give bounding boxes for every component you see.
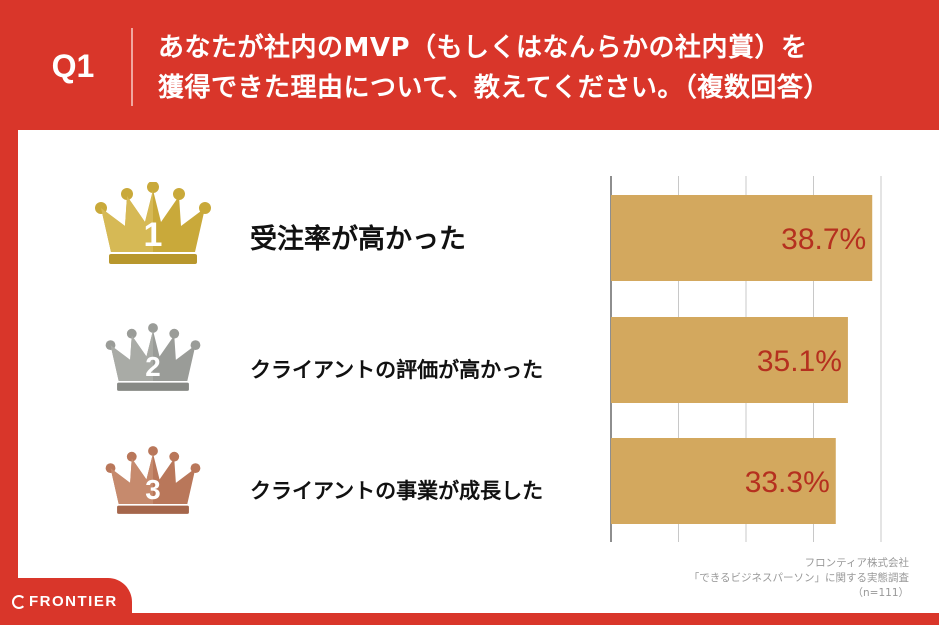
- source-sample-size: （n=111）: [852, 587, 910, 599]
- crown-numeral: 2: [145, 351, 160, 382]
- category-label-3: クライアントの事業が成長した: [250, 479, 544, 503]
- source-company: フロンティア株式会社: [804, 557, 909, 569]
- chart-value-labels: 38.7% 35.1% 33.3%: [745, 223, 867, 499]
- category-label-2: クライアントの評価が高かった: [250, 358, 544, 382]
- bar: [611, 195, 873, 281]
- gold-crown-icon: 1: [95, 182, 211, 264]
- bar-value-label: 33.3%: [745, 466, 830, 499]
- chart-bars: [611, 195, 873, 524]
- header: Q1 あなたが社内のMVP（もしくはなんらかの社内賞）を 獲得できた理由について…: [0, 0, 939, 130]
- question-line-2: 獲得できた理由について、教えてください。（複数回答）: [158, 73, 830, 103]
- bar: [611, 317, 848, 403]
- crown-numeral: 3: [145, 474, 160, 505]
- bar-value-label: 38.7%: [781, 223, 866, 256]
- source-note: フロンティア株式会社 「できるビジネスパーソン」に関する実態調査 （n=111）: [689, 556, 909, 601]
- footer-band: [0, 613, 939, 625]
- logo-text: FRONTIER: [29, 593, 118, 610]
- bar: [611, 438, 836, 524]
- question-line-1: あなたが社内のMVP（もしくはなんらかの社内賞）を: [158, 33, 808, 63]
- logo-mark-icon: [12, 595, 26, 609]
- question-number: Q1: [51, 48, 95, 84]
- bar-value-label: 35.1%: [757, 345, 842, 378]
- crown-numeral: 1: [144, 216, 163, 254]
- question-text: あなたが社内のMVP（もしくはなんらかの社内賞）を 獲得できた理由について、教え…: [158, 28, 918, 108]
- header-divider: [131, 28, 133, 106]
- bronze-crown-icon: 3: [105, 446, 201, 514]
- category-label-1: 受注率が高かった: [250, 224, 466, 255]
- frontier-logo: FRONTIER: [12, 593, 118, 610]
- source-survey: 「できるビジネスパーソン」に関する実態調査: [688, 572, 909, 584]
- silver-crown-icon: 2: [105, 323, 201, 391]
